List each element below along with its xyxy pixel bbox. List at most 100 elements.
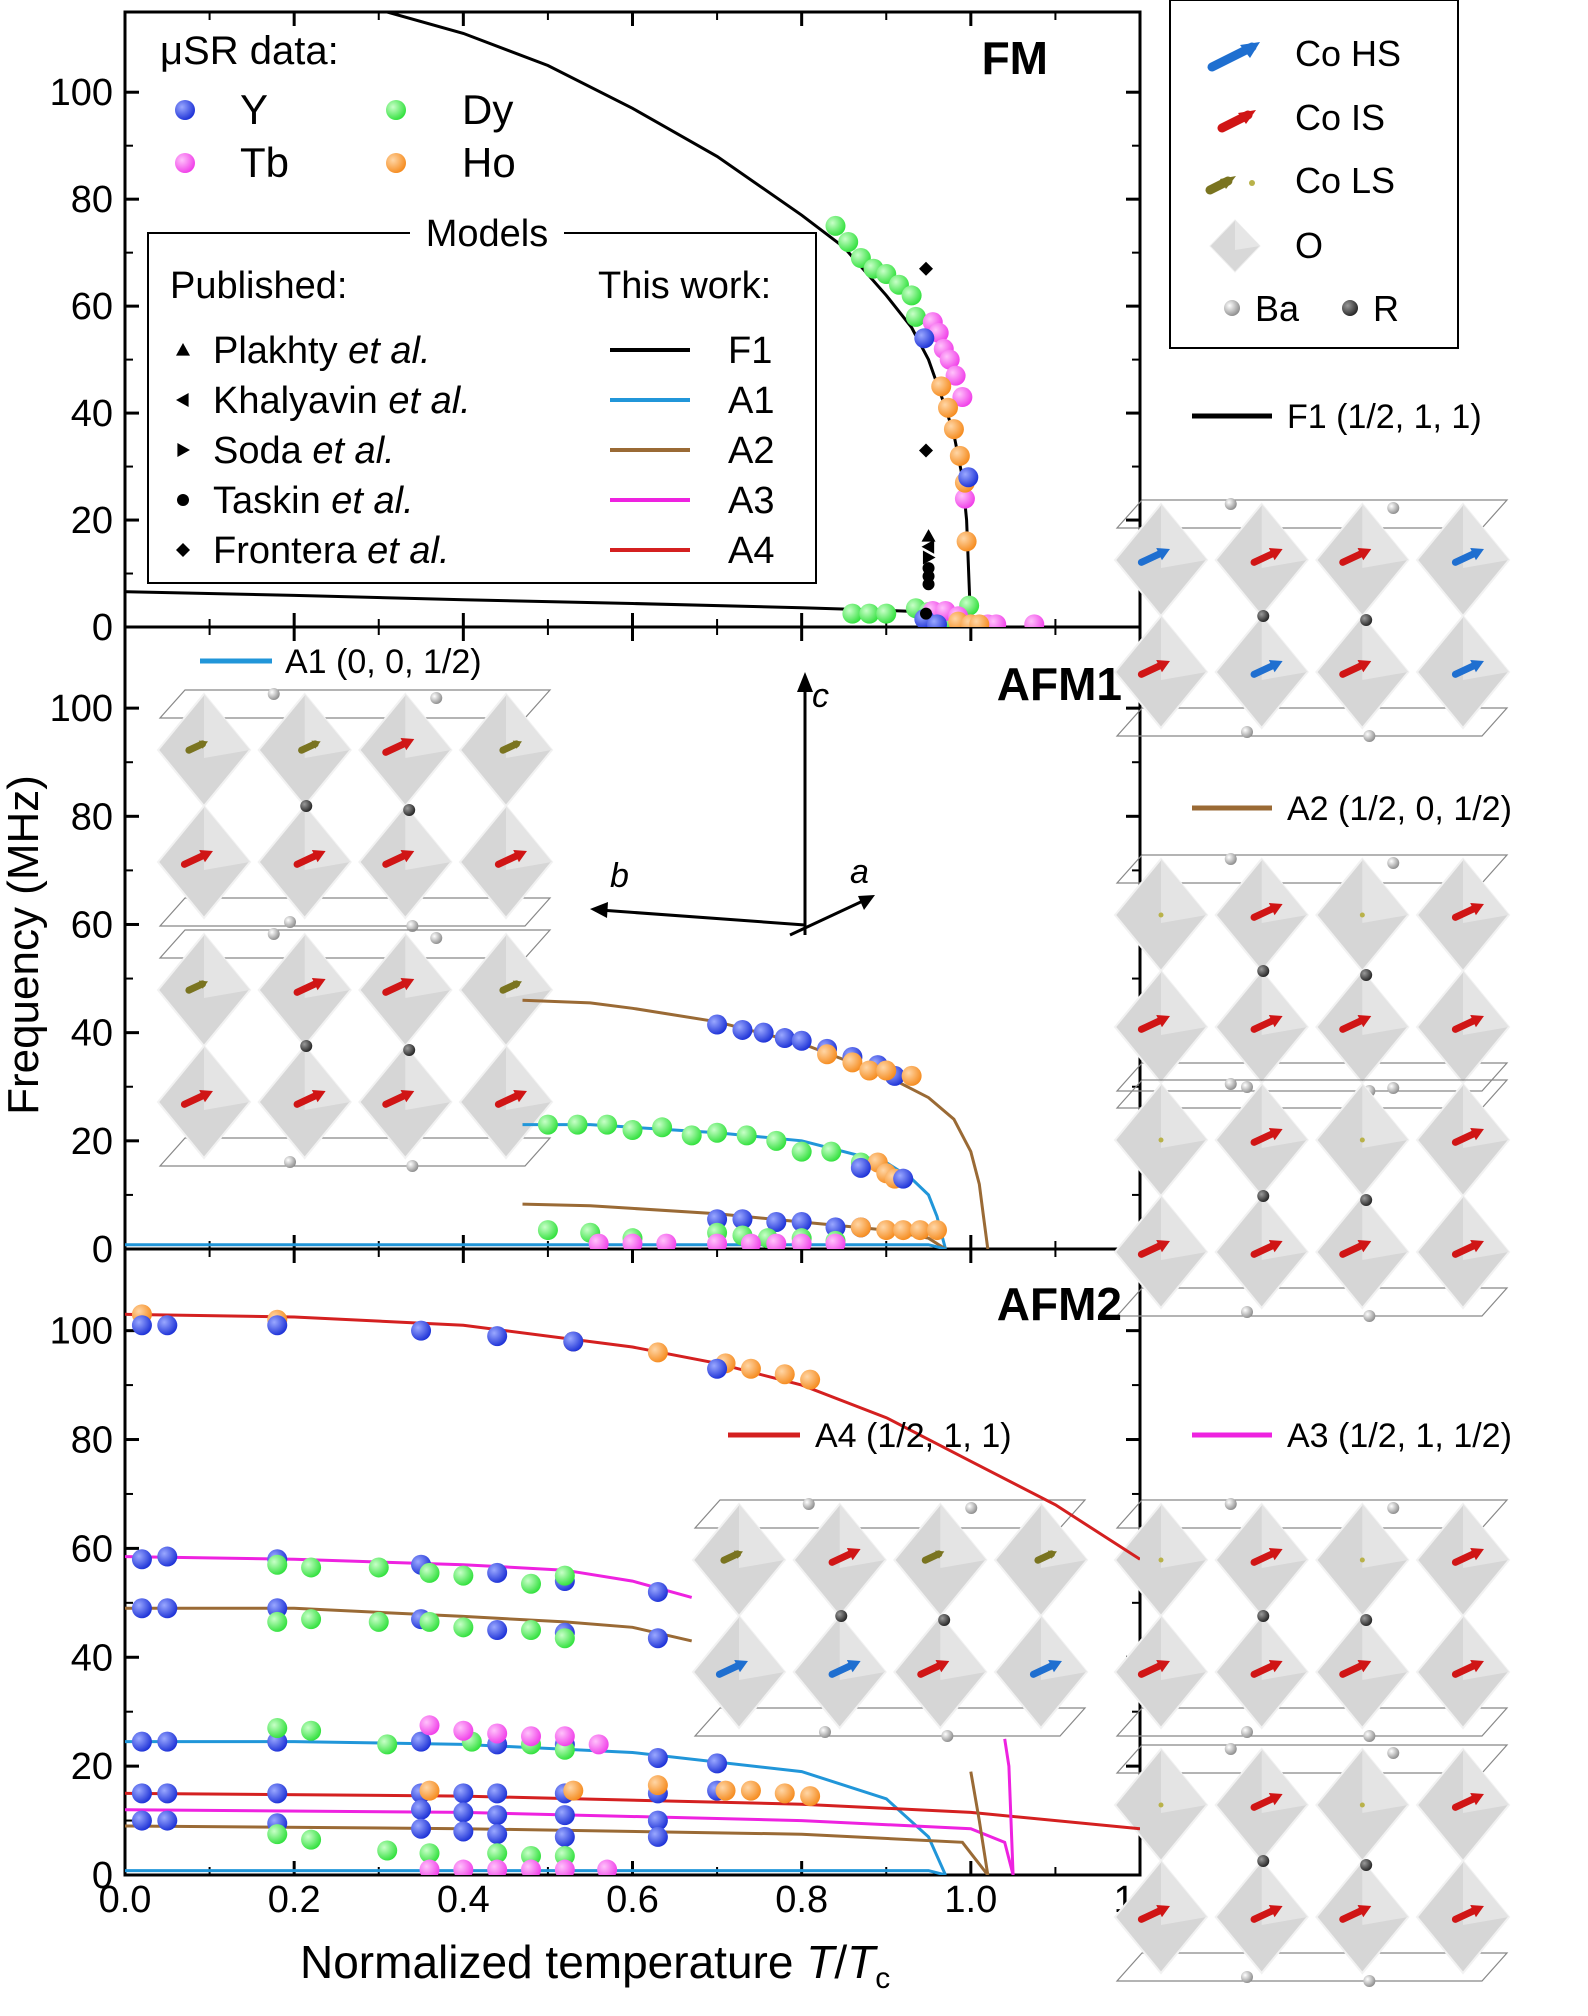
- data-point-ho: [647, 1342, 668, 1363]
- spin-arrow-icon: [1250, 1129, 1278, 1146]
- published-item-name: Khalyavin: [213, 380, 388, 422]
- octahedron-face: [1362, 504, 1409, 568]
- octahedron-face: [204, 1046, 250, 1110]
- axis-label-b: b: [610, 857, 629, 895]
- models-legend-title: Models: [426, 213, 549, 255]
- data-point-dy: [368, 1611, 389, 1632]
- spin-arrow-icon: [1339, 549, 1367, 566]
- atom-icon: [941, 1730, 954, 1742]
- arrow-head-icon: [1048, 1659, 1062, 1673]
- data-point-tb: [939, 349, 960, 370]
- octahedron-face: [1161, 1196, 1207, 1260]
- model-line-a2: [125, 1606, 693, 1643]
- spin-arrow-icon: [1339, 1906, 1367, 1923]
- spin-arrow-icon: [1451, 661, 1480, 678]
- atom-icon: [819, 1726, 831, 1738]
- spin-arrow-icon: [917, 1661, 945, 1678]
- y-tick-label: 100: [50, 688, 113, 730]
- published-item-label: Khalyavin et al.: [213, 380, 471, 422]
- data-point-dy: [554, 1628, 575, 1649]
- x-tick-label: 1.0: [944, 1879, 997, 1921]
- spin-arrow-icon: [1029, 1661, 1058, 1678]
- octahedron-face: [739, 1616, 785, 1680]
- data-point-tb: [521, 1859, 541, 1875]
- arrow-head-icon: [1268, 547, 1283, 561]
- data-point-tb: [986, 614, 1007, 627]
- spin-arrow-icon: [715, 1661, 744, 1678]
- spin-arrow-icon: [185, 740, 207, 754]
- arrow-head-icon: [1357, 659, 1372, 673]
- spin-arrow-icon: [1250, 1016, 1278, 1033]
- atom-icon: [1387, 502, 1400, 514]
- data-point-y: [647, 1826, 668, 1847]
- data-point-y: [647, 1581, 668, 1602]
- musr-legend-title: μSR data:: [160, 29, 339, 73]
- spin-arrow-icon: [1339, 1016, 1367, 1033]
- arrow-head-icon: [1470, 902, 1484, 916]
- data-point-dy: [901, 285, 922, 306]
- data-point-y: [157, 1546, 178, 1567]
- legend-label-ho: Ho: [462, 139, 516, 186]
- octahedron-face: [1362, 1196, 1409, 1260]
- structure-block: [1113, 853, 1511, 1097]
- atom-icon: [1360, 969, 1373, 981]
- atom-icon: [1241, 1726, 1253, 1738]
- arrow-head-icon: [935, 1550, 945, 1559]
- marker-diamond: [176, 543, 190, 557]
- data-point-ho: [876, 1220, 897, 1241]
- x-tick-label: 0.4: [437, 1879, 490, 1921]
- legend-marker-tb: [175, 153, 195, 173]
- atom-icon: [406, 920, 419, 932]
- data-point-ho: [956, 531, 977, 552]
- data-point-dy: [838, 231, 859, 252]
- model-line-a4: [125, 1791, 1140, 1831]
- cell-edge: [1115, 707, 1509, 737]
- data-point-dy: [267, 1824, 288, 1845]
- data-point-y: [487, 1805, 508, 1826]
- arrow-head-icon: [1357, 1904, 1372, 1918]
- y-tick-label: 80: [71, 796, 113, 838]
- published-item-name: Plakhty: [213, 330, 348, 372]
- data-point-tb: [453, 1859, 474, 1875]
- octahedron-face: [1161, 971, 1207, 1035]
- data-point-y: [157, 1598, 178, 1619]
- data-point-dy: [377, 1734, 398, 1755]
- spin-arrow-icon: [293, 1091, 321, 1108]
- arrow-head-icon: [1470, 1547, 1484, 1561]
- y-tick-label: 80: [71, 179, 113, 221]
- atom-icon: [300, 800, 313, 812]
- data-point-y: [157, 1731, 178, 1752]
- r-atom-icon: [1342, 300, 1358, 316]
- model-lines: [125, 12, 1140, 1875]
- structure-block: [156, 928, 554, 1172]
- published-item-label: Frontera et al.: [213, 530, 450, 572]
- data-point-dy: [521, 1620, 541, 1641]
- atom-icon: [1241, 1971, 1253, 1983]
- spin-arrow-icon: [1451, 1549, 1480, 1566]
- data-point-y: [774, 1028, 795, 1049]
- atom-icon: [1224, 1078, 1237, 1090]
- atom-icon: [1224, 1743, 1237, 1755]
- arrow-head-icon: [400, 737, 415, 751]
- legend-label-a3: A3: [728, 480, 774, 522]
- octahedron-face: [1161, 616, 1207, 680]
- data-point-tb: [952, 387, 973, 408]
- legend-ba: Ba: [1255, 288, 1300, 329]
- atom-icon: [267, 688, 280, 700]
- spin-arrow-icon: [382, 851, 410, 868]
- arrow-head-icon: [512, 980, 522, 989]
- model-line-a2: [522, 998, 990, 1249]
- legend-o: O: [1295, 225, 1323, 266]
- x-axis-title-sub: c: [875, 1962, 890, 1995]
- spin-arrow-icon: [293, 979, 321, 996]
- olive-arrow-icon: [1205, 176, 1255, 195]
- data-point-ho: [949, 445, 970, 466]
- data-point-dy: [419, 1562, 440, 1583]
- spin-arrow-icon: [1250, 549, 1278, 566]
- published-title: Published:: [170, 265, 347, 307]
- data-point-ho: [893, 1220, 914, 1241]
- atom-icon: [1224, 498, 1237, 510]
- data-point-y: [411, 1818, 432, 1839]
- thiswork-title: This work:: [598, 265, 771, 307]
- spin-arrow-icon: [1451, 1129, 1480, 1146]
